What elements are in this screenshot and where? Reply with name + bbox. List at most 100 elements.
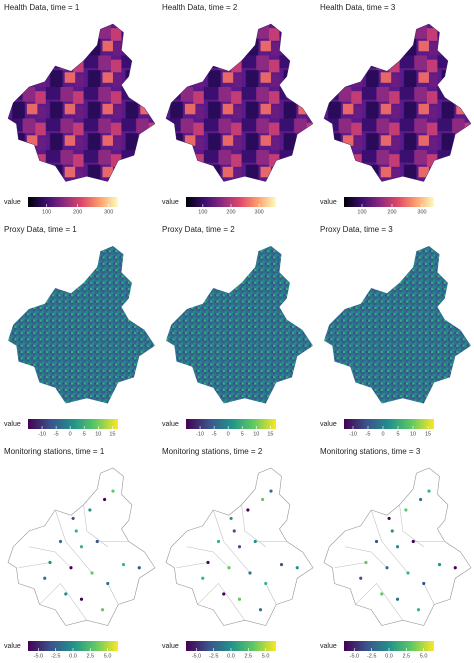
station — [264, 581, 268, 586]
region-border — [39, 583, 87, 621]
region-border — [176, 562, 209, 569]
station — [90, 571, 94, 575]
station — [295, 566, 299, 570]
legend-title: value — [4, 199, 21, 206]
station — [74, 529, 78, 533]
station — [95, 539, 99, 544]
station — [79, 597, 84, 601]
station — [279, 563, 284, 567]
station — [390, 529, 394, 533]
station — [58, 539, 63, 544]
colorbar-tick-label: -5.0 — [34, 653, 43, 659]
station — [395, 545, 400, 549]
station — [385, 566, 389, 570]
colorbar-tick-label: -2.5 — [209, 653, 218, 659]
map-outline — [8, 24, 155, 182]
colorbar-tick-label: 100 — [357, 209, 366, 215]
colorbar-tick-label: 200 — [226, 209, 235, 215]
map — [165, 467, 314, 627]
station — [416, 608, 421, 612]
panel-title: Proxy Data, time = 2 — [162, 225, 235, 234]
colorbar-tick-label: 100 — [198, 209, 207, 215]
map — [165, 23, 314, 183]
legend-title: value — [320, 199, 337, 206]
panel-title: Monitoring stations, time = 1 — [4, 447, 105, 456]
station — [111, 489, 115, 493]
station — [229, 516, 233, 520]
colorbar-tick-label: 15 — [267, 431, 273, 437]
panel-title: Health Data, time = 1 — [4, 3, 80, 12]
station — [222, 592, 226, 596]
station — [100, 608, 105, 612]
map-outline — [166, 24, 313, 182]
colorbar-tick-label: 2.5 — [86, 653, 94, 659]
station — [106, 581, 110, 586]
station — [387, 516, 391, 520]
station — [48, 560, 52, 565]
colorbar-tick-label: 5 — [241, 431, 244, 437]
colorbar-tick-label: 0 — [227, 431, 230, 437]
legend-title: value — [162, 199, 179, 206]
station — [374, 539, 379, 544]
colorbar-tick-label: 0.0 — [69, 653, 77, 659]
map — [323, 23, 472, 183]
region-border — [55, 509, 93, 574]
colorbar-tick-label: 5.0 — [104, 653, 112, 659]
station — [248, 571, 252, 575]
region-border — [344, 546, 388, 568]
colorbar — [28, 419, 118, 429]
region-border — [107, 583, 119, 605]
colorbar-tick-label: 100 — [42, 209, 51, 215]
region-border — [265, 583, 277, 605]
station — [406, 571, 410, 575]
region-border — [28, 546, 72, 568]
colorbar-tick-label: 15 — [425, 431, 431, 437]
region-border — [197, 583, 245, 621]
map — [166, 246, 313, 404]
station — [232, 529, 236, 533]
station — [422, 581, 426, 586]
station — [359, 576, 363, 580]
station — [246, 508, 250, 512]
colorbar-tick-label: 300 — [417, 209, 426, 215]
region-border — [355, 583, 403, 621]
station — [137, 566, 141, 570]
legend-title: value — [162, 421, 179, 428]
colorbar-tick-label: 0.0 — [227, 653, 235, 659]
station — [380, 592, 384, 596]
station — [71, 516, 75, 520]
region-border — [186, 546, 230, 568]
region-border — [18, 562, 51, 569]
station — [364, 560, 368, 565]
colorbar — [28, 641, 118, 651]
station — [227, 566, 231, 570]
station — [43, 576, 47, 580]
station — [404, 508, 408, 512]
colorbar-tick-label: 10 — [253, 431, 259, 437]
colorbar-tick-label: -2.5 — [51, 653, 60, 659]
colorbar-tick-label: 2.5 — [244, 653, 252, 659]
colorbar-tick-label: -2.5 — [367, 653, 376, 659]
map-outline — [324, 24, 471, 182]
colorbar-tick-label: 0 — [69, 431, 72, 437]
station — [88, 508, 92, 512]
panel-title: Proxy Data, time = 1 — [4, 225, 77, 234]
station — [69, 566, 73, 570]
map — [7, 23, 156, 183]
colorbar — [344, 419, 434, 429]
station — [411, 539, 415, 544]
legend-title: value — [162, 643, 179, 650]
colorbar-tick-label: 300 — [104, 209, 113, 215]
colorbar — [186, 419, 276, 429]
colorbar-tick-label: -5 — [212, 431, 217, 437]
colorbar-tick-label: 5 — [396, 431, 399, 437]
legend-title: value — [4, 643, 21, 650]
colorbar-tick-label: 300 — [255, 209, 264, 215]
station — [237, 597, 242, 601]
colorbar — [186, 641, 276, 651]
legend-title: value — [320, 421, 337, 428]
station — [261, 497, 265, 502]
colorbar-tick-label: 0.0 — [385, 653, 393, 659]
region-border — [213, 509, 251, 574]
